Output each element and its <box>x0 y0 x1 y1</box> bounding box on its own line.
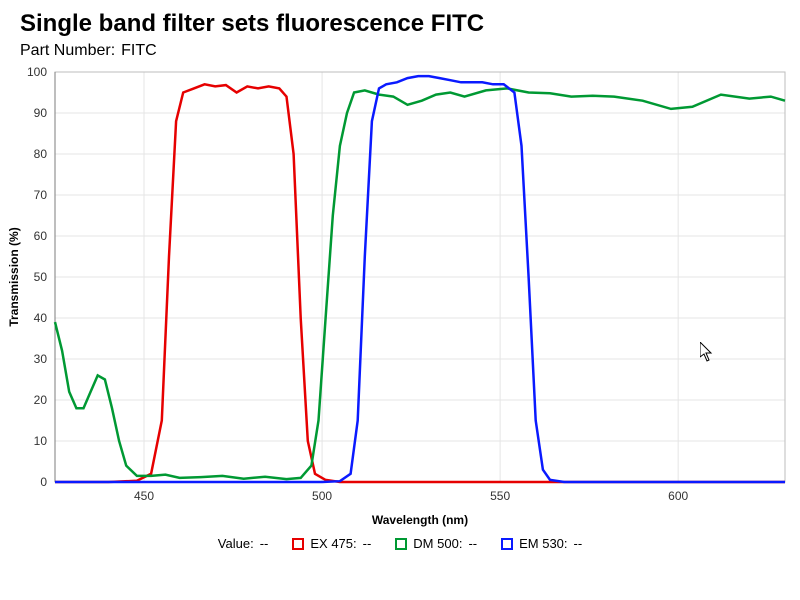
legend-dm500: DM 500: -- <box>395 536 477 551</box>
legend-value: Value: -- <box>218 536 269 551</box>
legend-ex475: EX 475: -- <box>292 536 371 551</box>
legend-em530: EM 530: -- <box>501 536 582 551</box>
transmission-chart[interactable]: 0 10 20 30 40 50 60 70 80 90 100 450 500 550 600 Wavele… <box>0 60 800 530</box>
series-dm-500 <box>55 88 785 479</box>
header: Single band filter sets fluorescence FIT… <box>0 0 800 60</box>
legend-dm500-reading: -- <box>468 536 477 551</box>
part-number-value: FITC <box>121 42 157 60</box>
legend-em530-label: EM 530: <box>519 536 567 551</box>
svg-text:50: 50 <box>34 270 48 284</box>
svg-text:20: 20 <box>34 393 48 407</box>
chart-container: 0 10 20 30 40 50 60 70 80 90 100 450 500 550 600 Wavele… <box>0 60 800 530</box>
legend-ex475-label: EX 475: <box>310 536 356 551</box>
svg-text:550: 550 <box>490 489 510 503</box>
svg-text:60: 60 <box>34 229 48 243</box>
svg-text:30: 30 <box>34 352 48 366</box>
svg-text:90: 90 <box>34 106 48 120</box>
series-ex-475 <box>55 84 785 482</box>
svg-text:100: 100 <box>27 65 47 79</box>
part-number-label: Part Number: <box>20 42 115 60</box>
legend-value-label: Value: <box>218 536 254 551</box>
legend-ex475-reading: -- <box>363 536 372 551</box>
legend-em530-reading: -- <box>574 536 583 551</box>
series-em-530 <box>55 76 785 482</box>
swatch-dm500 <box>395 538 407 550</box>
part-number-row: Part Number: FITC <box>20 42 780 60</box>
svg-text:500: 500 <box>312 489 332 503</box>
page-title: Single band filter sets fluorescence FIT… <box>20 10 780 38</box>
svg-text:0: 0 <box>40 475 47 489</box>
legend-dm500-label: DM 500: <box>413 536 462 551</box>
svg-text:40: 40 <box>34 311 48 325</box>
svg-text:600: 600 <box>668 489 688 503</box>
svg-text:Wavelength (nm): Wavelength (nm) <box>372 513 468 527</box>
svg-text:Transmission (%): Transmission (%) <box>7 227 21 326</box>
legend-value-reading: -- <box>260 536 269 551</box>
svg-text:80: 80 <box>34 147 48 161</box>
swatch-ex475 <box>292 538 304 550</box>
legend: Value: -- EX 475: -- DM 500: -- EM 530: … <box>0 536 800 551</box>
svg-text:450: 450 <box>134 489 154 503</box>
swatch-em530 <box>501 538 513 550</box>
svg-text:10: 10 <box>34 434 48 448</box>
svg-text:70: 70 <box>34 188 48 202</box>
